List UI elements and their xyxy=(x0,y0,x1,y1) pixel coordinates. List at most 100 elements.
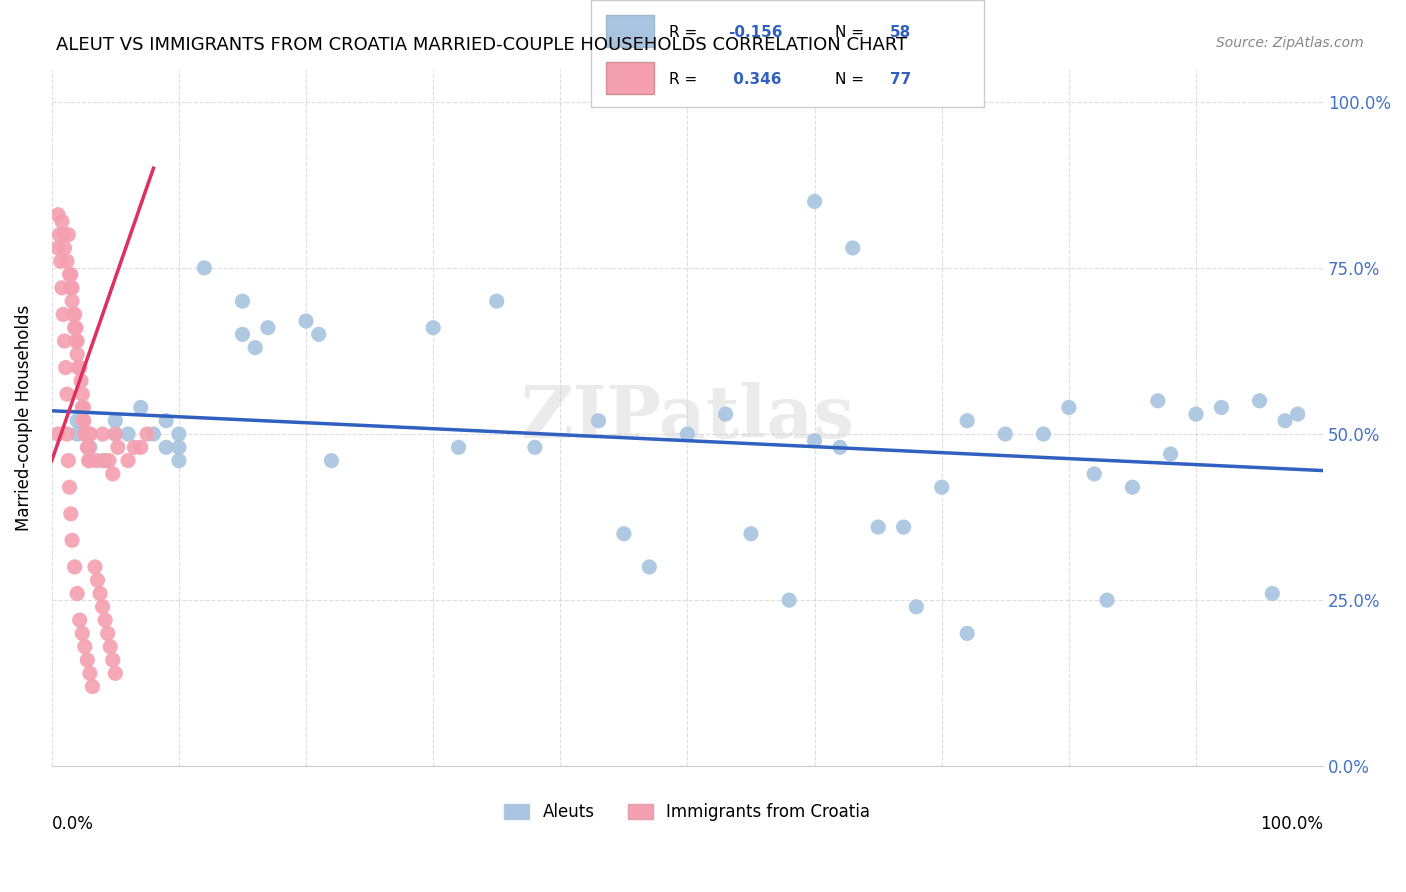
Point xyxy=(257,320,280,334)
Point xyxy=(52,307,75,321)
Point xyxy=(79,440,101,454)
Point xyxy=(1249,393,1271,408)
Point xyxy=(67,360,90,375)
Point xyxy=(1274,414,1296,428)
Point xyxy=(422,320,444,334)
Point xyxy=(86,573,108,587)
Point xyxy=(56,427,79,442)
Text: ZIPatlas: ZIPatlas xyxy=(520,382,855,453)
Point xyxy=(98,640,121,654)
Point xyxy=(1147,393,1170,408)
Point xyxy=(97,626,120,640)
Point xyxy=(104,427,127,442)
Point xyxy=(66,347,89,361)
Point xyxy=(1185,407,1208,421)
Point xyxy=(48,227,70,242)
Point xyxy=(77,440,100,454)
Point xyxy=(59,281,82,295)
Point xyxy=(167,453,190,467)
Point xyxy=(231,294,253,309)
Point xyxy=(69,613,91,627)
Point xyxy=(124,440,146,454)
Point xyxy=(63,307,86,321)
Text: 0.0%: 0.0% xyxy=(52,815,94,833)
Point xyxy=(76,440,98,454)
Point xyxy=(1057,401,1080,415)
Point xyxy=(91,427,114,442)
Point xyxy=(60,281,83,295)
Point xyxy=(49,254,72,268)
Point xyxy=(117,427,139,442)
FancyBboxPatch shape xyxy=(606,62,654,95)
Point xyxy=(1083,467,1105,481)
Point xyxy=(94,453,117,467)
Point xyxy=(53,241,76,255)
Point xyxy=(956,626,979,640)
Text: -0.156: -0.156 xyxy=(728,25,783,39)
Point xyxy=(613,526,636,541)
Point xyxy=(101,653,124,667)
Point xyxy=(51,214,73,228)
Point xyxy=(104,666,127,681)
Point xyxy=(46,427,69,442)
Point xyxy=(79,427,101,442)
Point xyxy=(321,453,343,467)
Point xyxy=(72,401,94,415)
Point xyxy=(79,453,101,467)
Point xyxy=(803,434,825,448)
Point xyxy=(778,593,800,607)
Text: 58: 58 xyxy=(890,25,911,39)
Point xyxy=(129,440,152,454)
Text: R =: R = xyxy=(669,71,703,87)
Point xyxy=(523,440,546,454)
Point xyxy=(72,626,94,640)
Point xyxy=(193,260,215,275)
Point xyxy=(740,526,762,541)
Point xyxy=(65,320,87,334)
Point xyxy=(58,480,80,494)
Point xyxy=(73,427,96,442)
Text: N =: N = xyxy=(835,25,869,39)
Point xyxy=(72,401,94,415)
Text: 0.346: 0.346 xyxy=(728,71,782,87)
Point xyxy=(117,453,139,467)
Point xyxy=(55,360,77,375)
Point xyxy=(46,241,69,255)
Point xyxy=(91,453,114,467)
Text: R =: R = xyxy=(669,25,703,39)
Point xyxy=(84,560,107,574)
Point xyxy=(485,294,508,309)
Point xyxy=(63,560,86,574)
Point xyxy=(70,374,93,388)
Legend: Aleuts, Immigrants from Croatia: Aleuts, Immigrants from Croatia xyxy=(498,797,877,828)
Point xyxy=(94,613,117,627)
Point xyxy=(447,440,470,454)
Point xyxy=(155,440,177,454)
Point xyxy=(97,453,120,467)
Point xyxy=(638,560,661,574)
Point xyxy=(53,227,76,242)
FancyBboxPatch shape xyxy=(606,15,654,47)
Point xyxy=(167,427,190,442)
Point xyxy=(58,227,80,242)
Point xyxy=(72,387,94,401)
Point xyxy=(136,427,159,442)
Point xyxy=(104,427,127,442)
Point xyxy=(868,520,890,534)
Point xyxy=(676,427,699,442)
Point xyxy=(129,401,152,415)
Point xyxy=(58,453,80,467)
Point xyxy=(84,453,107,467)
Point xyxy=(91,599,114,614)
Point xyxy=(56,387,79,401)
Point xyxy=(295,314,318,328)
Point xyxy=(65,334,87,348)
Point xyxy=(931,480,953,494)
Point xyxy=(46,208,69,222)
Point xyxy=(107,440,129,454)
Point xyxy=(803,194,825,209)
Point xyxy=(994,427,1017,442)
Point xyxy=(60,294,83,309)
Point xyxy=(66,427,89,442)
Point xyxy=(142,427,165,442)
